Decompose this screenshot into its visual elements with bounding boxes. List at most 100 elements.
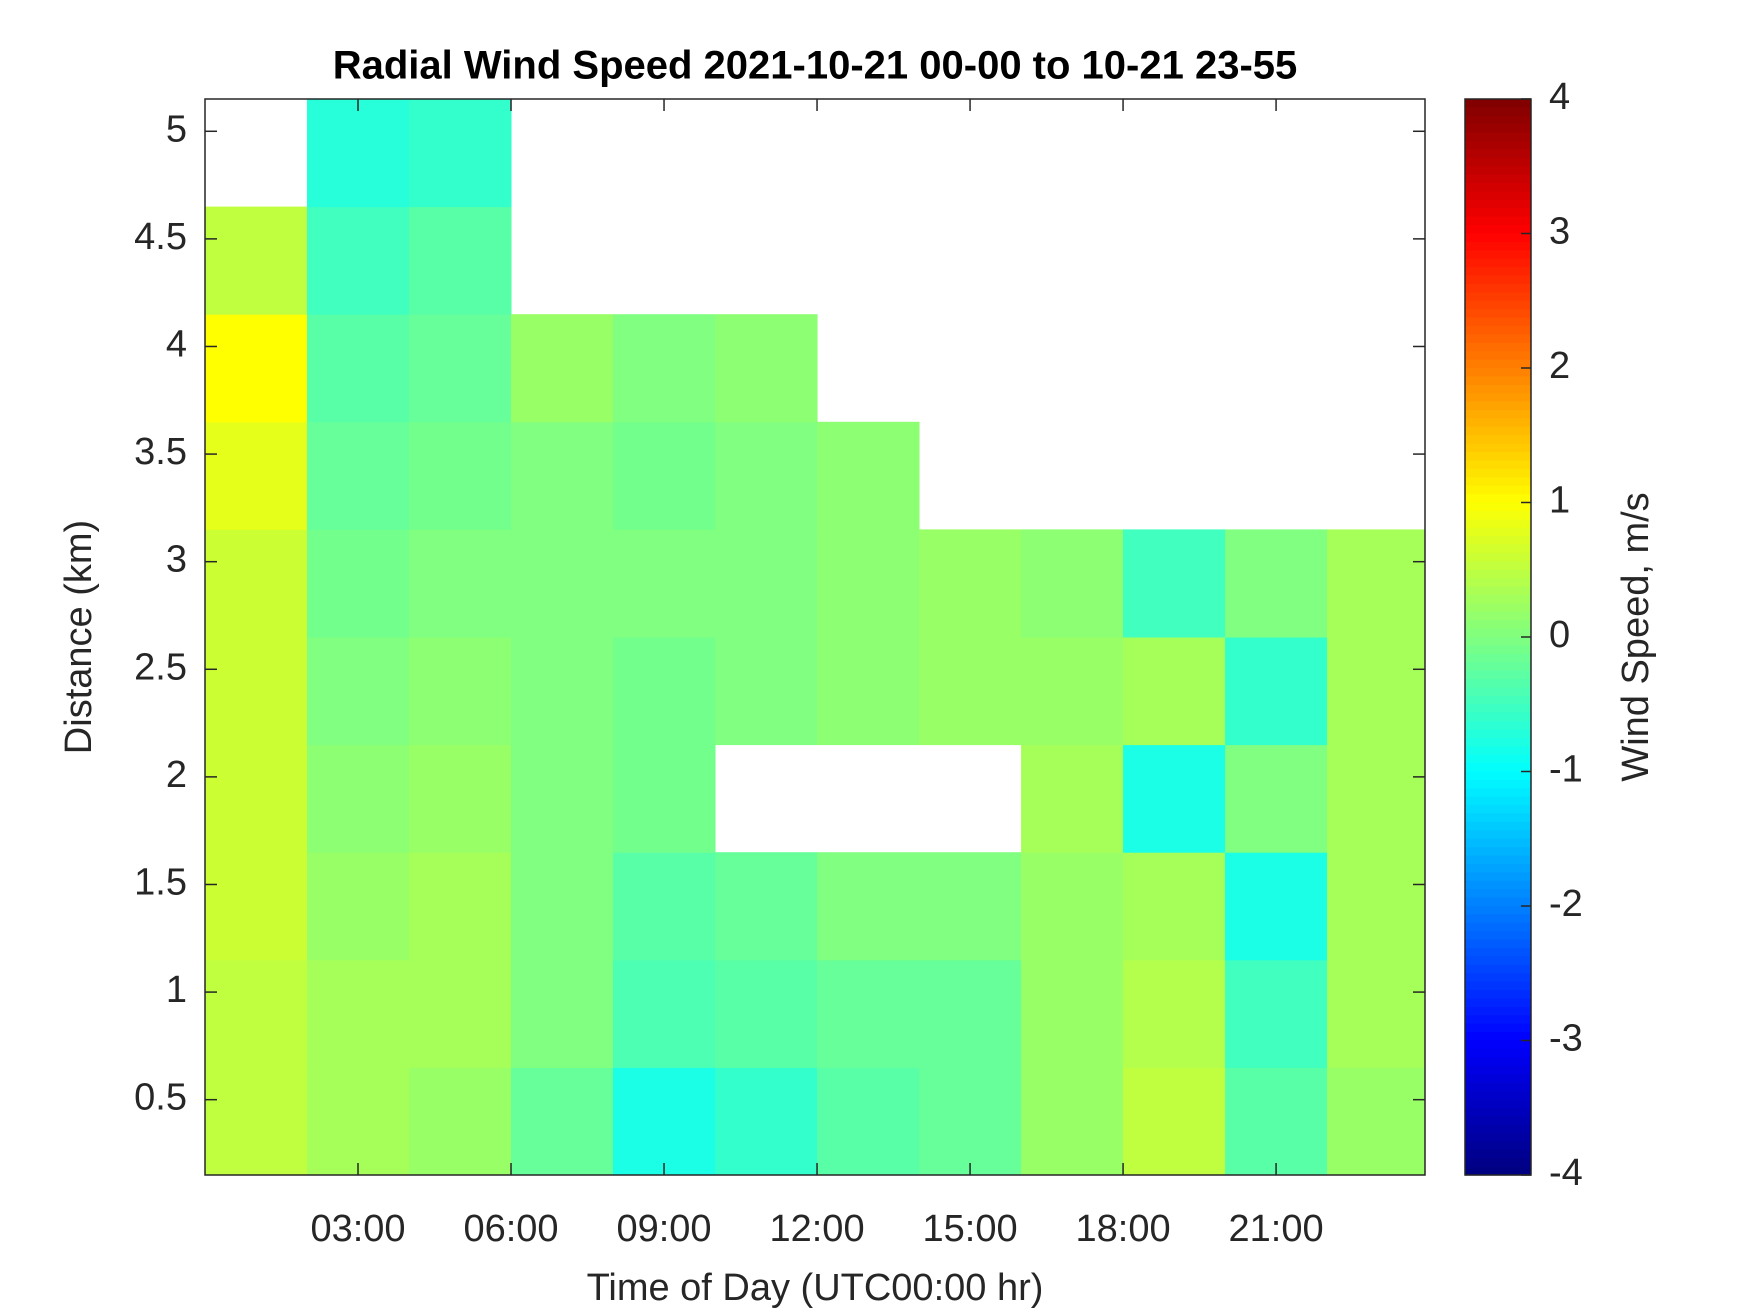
heatmap-cell bbox=[715, 314, 818, 423]
heatmap-cell bbox=[409, 314, 512, 423]
heatmap-cell bbox=[511, 852, 614, 961]
colorbar-swatch bbox=[1465, 1057, 1531, 1067]
y-tick-label: 0.5 bbox=[134, 1077, 187, 1119]
colorbar-swatch bbox=[1465, 939, 1531, 949]
heatmap-cell bbox=[1123, 1067, 1226, 1175]
colorbar-swatch bbox=[1465, 695, 1531, 705]
heatmap-cell bbox=[919, 959, 1022, 1068]
colorbar-swatch bbox=[1465, 410, 1531, 420]
colorbar-swatch bbox=[1465, 1023, 1531, 1033]
heatmap-cell bbox=[1327, 1067, 1425, 1175]
colorbar-swatch bbox=[1465, 1048, 1531, 1058]
colorbar-swatch bbox=[1465, 830, 1531, 840]
heatmap-cell bbox=[817, 421, 920, 530]
colorbar-swatch bbox=[1465, 737, 1531, 747]
heatmap-cell bbox=[919, 1067, 1022, 1175]
heatmap-cell bbox=[205, 852, 308, 961]
colorbar-swatch bbox=[1465, 611, 1531, 621]
y-tick-label: 3 bbox=[166, 539, 187, 581]
heatmap-cell bbox=[307, 852, 410, 961]
x-tick-label: 21:00 bbox=[1229, 1208, 1324, 1250]
y-tick-label: 1 bbox=[166, 969, 187, 1011]
colorbar-swatch bbox=[1465, 393, 1531, 403]
y-tick-label: 1.5 bbox=[134, 862, 187, 904]
colorbar-swatch bbox=[1465, 847, 1531, 857]
heatmap-cell bbox=[307, 99, 410, 208]
colorbar-swatch bbox=[1465, 653, 1531, 663]
colorbar-tick-label: -2 bbox=[1549, 883, 1583, 925]
colorbar-swatch bbox=[1465, 460, 1531, 470]
colorbar-swatch bbox=[1465, 746, 1531, 756]
heatmap-cell bbox=[715, 637, 818, 746]
heatmap-cell bbox=[1123, 744, 1226, 853]
y-tick-label: 4 bbox=[166, 324, 187, 366]
colorbar-swatch bbox=[1465, 838, 1531, 848]
colorbar-swatch bbox=[1465, 1065, 1531, 1075]
heatmap-cell bbox=[511, 529, 614, 638]
heatmap-cell bbox=[205, 744, 308, 853]
heatmap-cell bbox=[205, 421, 308, 530]
colorbar-swatch bbox=[1465, 183, 1531, 193]
colorbar-tick-label: -1 bbox=[1549, 749, 1583, 791]
heatmap-cell bbox=[409, 99, 512, 208]
y-tick-label: 5 bbox=[166, 108, 187, 150]
heatmap-cell bbox=[817, 959, 920, 1068]
heatmap-cell bbox=[919, 852, 1022, 961]
colorbar-tick-label: 2 bbox=[1549, 345, 1570, 387]
heatmap-cell bbox=[1123, 637, 1226, 746]
heatmap-cell bbox=[1225, 529, 1328, 638]
heatmap-cell bbox=[1123, 959, 1226, 1068]
colorbar-swatch bbox=[1465, 872, 1531, 882]
heatmap-cell bbox=[715, 421, 818, 530]
heatmap bbox=[205, 99, 1425, 1175]
colorbar-swatch bbox=[1465, 1149, 1531, 1159]
heatmap-cell bbox=[511, 744, 614, 853]
heatmap-cell bbox=[205, 314, 308, 423]
heatmap-cell bbox=[1123, 529, 1226, 638]
colorbar-swatch bbox=[1465, 99, 1531, 109]
colorbar-swatch bbox=[1465, 157, 1531, 167]
colorbar-swatch bbox=[1465, 880, 1531, 890]
colorbar-swatch bbox=[1465, 704, 1531, 714]
colorbar-swatch bbox=[1465, 519, 1531, 529]
heatmap-cell bbox=[307, 959, 410, 1068]
heatmap-cell bbox=[511, 1067, 614, 1175]
heatmap-cell bbox=[715, 852, 818, 961]
heatmap-cell bbox=[409, 959, 512, 1068]
colorbar-swatch bbox=[1465, 216, 1531, 226]
heatmap-cell bbox=[511, 637, 614, 746]
heatmap-cell bbox=[307, 637, 410, 746]
colorbar-swatch bbox=[1465, 342, 1531, 352]
colorbar-swatch bbox=[1465, 821, 1531, 831]
heatmap-cell bbox=[511, 959, 614, 1068]
heatmap-cell bbox=[919, 529, 1022, 638]
heatmap-cell bbox=[1021, 637, 1124, 746]
colorbar-swatch bbox=[1465, 241, 1531, 251]
colorbar-swatch bbox=[1465, 586, 1531, 596]
colorbar-swatch bbox=[1465, 1006, 1531, 1016]
heatmap-cell bbox=[817, 852, 920, 961]
heatmap-cell bbox=[1021, 1067, 1124, 1175]
colorbar-swatch bbox=[1465, 435, 1531, 445]
colorbar-swatch bbox=[1465, 973, 1531, 983]
heatmap-cell bbox=[409, 206, 512, 315]
heatmap-cell bbox=[613, 421, 716, 530]
colorbar-swatch bbox=[1465, 502, 1531, 512]
heatmap-cell bbox=[511, 314, 614, 423]
x-axis-label: Time of Day (UTC00:00 hr) bbox=[587, 1267, 1044, 1309]
colorbar-swatch bbox=[1465, 1099, 1531, 1109]
heatmap-cell bbox=[205, 959, 308, 1068]
y-tick-label: 2.5 bbox=[134, 646, 187, 688]
colorbar-tick-label: -3 bbox=[1549, 1018, 1583, 1060]
heatmap-cell bbox=[1225, 637, 1328, 746]
heatmap-cell bbox=[307, 744, 410, 853]
heatmap-cell bbox=[919, 637, 1022, 746]
colorbar-swatch bbox=[1465, 1141, 1531, 1151]
colorbar-swatch bbox=[1465, 300, 1531, 310]
heatmap-cell bbox=[205, 206, 308, 315]
colorbar-swatch bbox=[1465, 334, 1531, 344]
colorbar-swatch bbox=[1465, 292, 1531, 302]
colorbar-swatch bbox=[1465, 267, 1531, 277]
colorbar-swatch bbox=[1465, 426, 1531, 436]
colorbar-swatch bbox=[1465, 1124, 1531, 1134]
